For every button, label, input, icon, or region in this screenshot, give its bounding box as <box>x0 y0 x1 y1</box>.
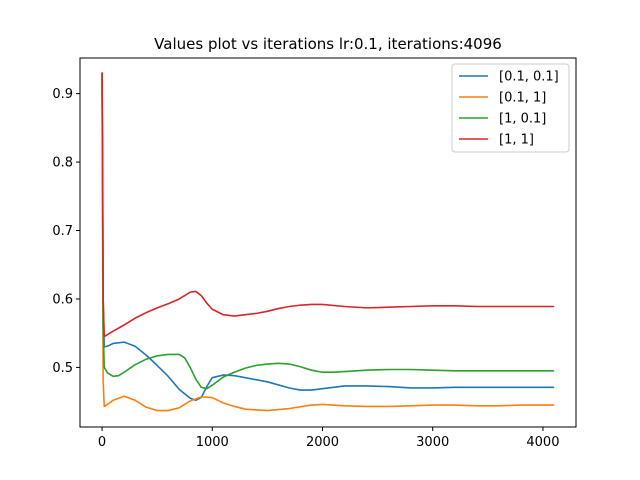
legend-label: [1, 0.1] <box>499 112 546 127</box>
legend-label: [0.1, 1] <box>499 91 546 106</box>
series-line-2 <box>101 72 555 412</box>
series-line-4 <box>101 72 555 338</box>
y-axis: 0.5 0.6 0.7 0.8 0.9 <box>52 87 80 376</box>
series-line-3 <box>101 72 555 390</box>
axes-frame <box>79 57 577 428</box>
x-tick-label: 1000 <box>196 435 229 450</box>
x-tick-label: 0 <box>98 435 106 450</box>
y-tick-label: 0.6 <box>52 292 73 307</box>
x-tick-label: 3000 <box>416 435 449 450</box>
x-tick-label: 2000 <box>306 435 339 450</box>
legend-box <box>451 63 570 153</box>
legend: [0.1, 0.1] [0.1, 1] [1, 0.1] [1, 1] <box>451 63 570 153</box>
plot-area <box>101 72 555 412</box>
x-tick-label: 4000 <box>526 435 559 450</box>
y-tick-label: 0.8 <box>52 156 73 171</box>
chart-title: Values plot vs iterations lr:0.1, iterat… <box>154 35 502 53</box>
legend-label: [0.1, 0.1] <box>499 70 559 85</box>
y-tick-label: 0.9 <box>52 87 73 102</box>
y-tick-label: 0.7 <box>52 224 73 239</box>
series-line-1 <box>101 79 555 402</box>
x-axis: 0 1000 2000 3000 4000 <box>98 427 559 450</box>
y-tick-label: 0.5 <box>52 361 73 376</box>
legend-label: [1, 1] <box>499 133 534 148</box>
